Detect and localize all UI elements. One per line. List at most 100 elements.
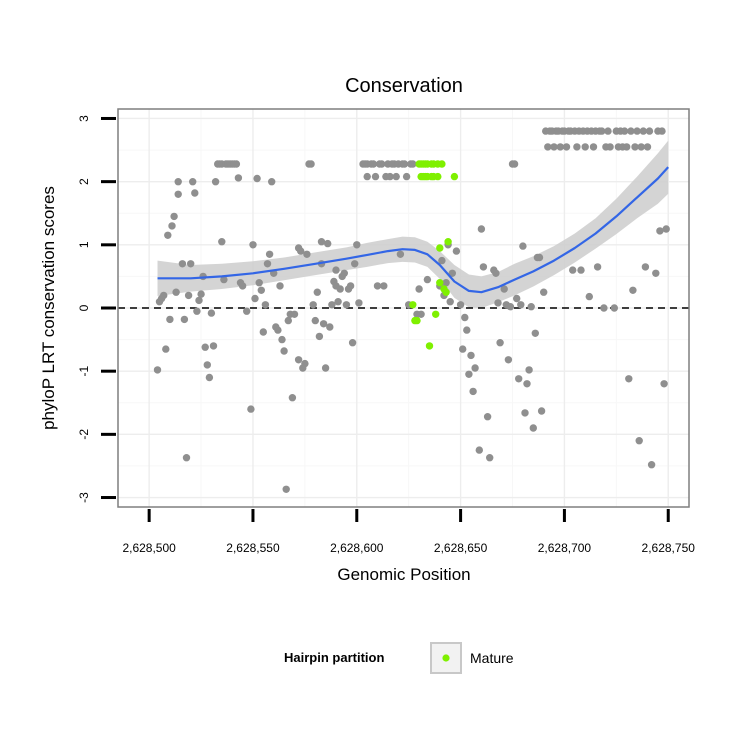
data-point-other (247, 405, 255, 413)
data-point-other (535, 253, 544, 262)
data-point-other (328, 301, 336, 309)
data-point-other (620, 127, 629, 135)
x-tick-label: 2,628,700 (538, 541, 592, 555)
data-point-other (515, 375, 523, 383)
data-point-other (220, 275, 228, 284)
data-point-other (456, 301, 465, 309)
data-point-other (342, 301, 351, 309)
plot-panel-border (117, 108, 690, 508)
data-point-other (355, 299, 363, 307)
data-point-other (334, 298, 342, 306)
data-point-other (174, 178, 182, 186)
legend: Hairpin partition Mature (284, 642, 514, 674)
data-point-other (494, 299, 502, 307)
data-point-other (363, 172, 371, 181)
data-point-other (589, 143, 598, 151)
data-point-other (506, 303, 515, 311)
data-point-other (290, 310, 299, 318)
data-point-other (369, 160, 378, 168)
data-point-other (251, 294, 259, 303)
data-point-other (396, 250, 405, 258)
data-point-other (415, 285, 423, 293)
data-point-other (336, 285, 344, 293)
y-tick-label: -3 (77, 492, 91, 503)
data-point-other (253, 174, 261, 183)
data-point-other (562, 143, 571, 151)
data-point-other (643, 143, 652, 151)
data-point-other (625, 375, 633, 383)
x-tick-label: 2,628,650 (434, 541, 488, 555)
data-point-other (324, 239, 332, 248)
data-point-other (319, 320, 328, 328)
data-point-other (178, 260, 187, 268)
data-point-mature (436, 244, 444, 252)
data-point-other (573, 143, 581, 151)
data-point-other (519, 242, 527, 250)
data-point-other (346, 282, 355, 290)
y-tick-label: -1 (77, 366, 91, 377)
data-point-other (297, 247, 305, 255)
data-point-other (348, 339, 357, 347)
data-point-other (301, 359, 309, 368)
data-point-other (402, 172, 411, 181)
data-point-other (191, 189, 199, 197)
data-point-other (309, 301, 317, 309)
x-tick-label: 2,628,600 (330, 541, 384, 555)
data-point-other (164, 231, 172, 239)
data-point-other (234, 174, 243, 182)
chart-title: Conservation (345, 75, 463, 97)
data-point-other (249, 241, 257, 249)
data-point-other (332, 266, 340, 274)
data-point-mature (432, 310, 440, 318)
data-point-other (448, 269, 456, 277)
data-point-other (521, 409, 529, 417)
data-point-other (471, 364, 479, 372)
data-point-other (645, 127, 654, 135)
data-point-other (486, 454, 494, 462)
data-point-other (463, 326, 471, 334)
data-point-other (633, 127, 641, 135)
data-point-other (317, 238, 326, 246)
data-point-other (187, 260, 195, 268)
data-point-other (600, 304, 608, 312)
x-axis-title: Genomic Position (337, 565, 470, 584)
confidence-ribbon-layer (157, 140, 669, 308)
data-point-other (475, 446, 483, 454)
data-point-other (284, 316, 292, 325)
data-point-other (203, 361, 211, 369)
data-point-other (193, 307, 201, 315)
data-point-other (182, 454, 191, 462)
data-point-other (438, 256, 446, 265)
data-point-other (313, 288, 321, 296)
data-point-mature (434, 172, 442, 181)
data-point-other (492, 269, 500, 277)
x-axis: 2,628,500 2,628,550 2,628,600 2,628,650 2,62… (122, 509, 695, 555)
data-point-other (652, 269, 660, 277)
loess-smooth-line (157, 166, 670, 294)
x-tick-label: 2,628,500 (122, 541, 176, 555)
data-point-other (483, 413, 492, 421)
data-point-other (479, 263, 488, 271)
data-point-other (510, 160, 519, 168)
data-point-other (166, 315, 174, 324)
data-point-other (340, 269, 348, 277)
data-point-mature (450, 172, 459, 181)
data-point-other (238, 282, 247, 290)
data-point-other (467, 351, 475, 360)
data-point-other (268, 178, 276, 186)
data-point-other (581, 143, 589, 151)
data-point-other (274, 326, 282, 334)
data-point-other (351, 260, 359, 268)
data-point-other (504, 356, 513, 364)
x-tick-label: 2,628,550 (226, 541, 280, 555)
data-point-other (529, 424, 537, 432)
data-point-other (635, 437, 643, 445)
data-point-other (218, 238, 226, 246)
data-point-other (647, 461, 656, 469)
data-point-other (321, 364, 330, 372)
data-point-other (500, 285, 508, 293)
data-point-other (593, 263, 602, 271)
y-axis: -3 -2 -1 0 1 2 3 (77, 115, 116, 503)
data-point-other (517, 301, 525, 309)
